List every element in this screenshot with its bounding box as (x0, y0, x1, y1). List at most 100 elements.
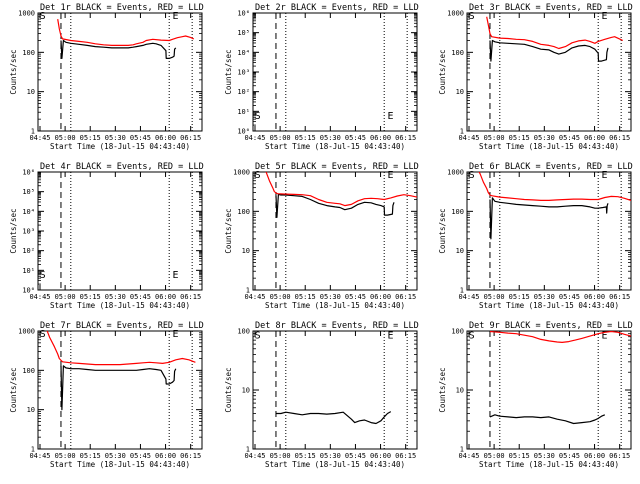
x-tick-label: 05:00 (484, 293, 505, 301)
x-tick-label: 05:15 (295, 134, 316, 142)
x-axis-label: Start Time (18-Jul-15 04:43:40) (50, 301, 190, 310)
x-tick-label: 06:15 (609, 452, 630, 460)
plot-frame (37, 330, 203, 450)
series-group (57, 19, 195, 60)
x-tick-label: 05:30 (105, 293, 126, 301)
x-tick-label: 05:15 (80, 293, 101, 301)
y-tick-label: 10⁴ (237, 49, 250, 57)
y-tick-label: 100 (22, 367, 35, 375)
start-marker: S (255, 111, 261, 122)
x-axis-label: Start Time (18-Jul-15 04:43:40) (50, 460, 190, 469)
x-tick-label: 05:00 (270, 293, 291, 301)
x-tick-label: 04:45 (244, 452, 265, 460)
panel-det-2r: Det 2r BLACK = Events, RED = LLD 04:45 05:… (224, 3, 419, 151)
events-series-line (276, 411, 392, 425)
panel-det-7r: Det 7r BLACK = Events, RED = LLD 04:45 05:… (9, 321, 204, 469)
y-tick-label: 1 (31, 128, 35, 136)
x-axis-label: Start Time (18-Jul-15 04:43:40) (265, 142, 405, 151)
x-tick-label: 05:45 (130, 452, 151, 460)
x-tick-label: 05:30 (534, 293, 555, 301)
y-tick-label: 1 (246, 287, 250, 295)
y-tick-label: 1000 (447, 10, 464, 18)
end-marker: E (172, 11, 178, 22)
x-axis-label: Start Time (18-Jul-15 04:43:40) (50, 142, 190, 151)
y-tick-label: 1000 (18, 10, 35, 18)
x-tick-label: 06:00 (370, 293, 391, 301)
end-marker: E (601, 11, 607, 22)
x-tick-label: 05:00 (484, 134, 505, 142)
y-tick-label: 10 (242, 247, 250, 255)
x-tick-label: 04:45 (458, 452, 479, 460)
y-tick-label: 100 (237, 328, 250, 336)
panel-det-9r: Det 9r BLACK = Events, RED = LLD 04:45 05:… (438, 321, 633, 469)
series-group (478, 172, 631, 240)
x-tick-label: 05:45 (559, 293, 580, 301)
events-series-line (60, 39, 177, 60)
y-tick-label: 100 (22, 49, 35, 57)
y-tick-label: 1 (460, 128, 464, 136)
y-tick-label: 10 (456, 387, 464, 395)
y-tick-label: 10¹ (237, 108, 250, 116)
x-tick-label: 05:30 (320, 293, 341, 301)
x-tick-label: 06:15 (180, 452, 201, 460)
x-tick-label: 06:00 (584, 134, 605, 142)
panel-det-3r: Det 3r BLACK = Events, RED = LLD 04:45 05:… (438, 3, 633, 151)
x-tick-label: 04:45 (244, 134, 265, 142)
x-tick-label: 04:45 (29, 452, 50, 460)
y-axis-label: Counts/sec (438, 367, 447, 412)
series-group (46, 331, 196, 411)
x-tick-label: 05:30 (534, 452, 555, 460)
y-tick-label: 10 (456, 247, 464, 255)
y-tick-label: 10 (27, 406, 35, 414)
events-series-line (489, 197, 609, 240)
x-tick-label: 04:45 (458, 134, 479, 142)
x-tick-label: 05:45 (345, 452, 366, 460)
x-tick-label: 06:00 (155, 134, 176, 142)
panel-title: Det 9r BLACK = Events, RED = LLD (469, 321, 633, 331)
series-group (486, 16, 624, 62)
x-tick-label: 05:30 (105, 134, 126, 142)
start-marker: S (469, 170, 475, 181)
x-tick-label: 06:15 (395, 134, 416, 142)
end-marker: E (387, 111, 393, 122)
start-marker: S (40, 270, 46, 281)
x-axis-label: Start Time (18-Jul-15 04:43:40) (265, 301, 405, 310)
plot-frame (252, 171, 418, 291)
start-marker: S (255, 170, 261, 181)
y-tick-label: 100 (451, 328, 464, 336)
end-marker: E (387, 170, 393, 181)
x-axis-label: Start Time (18-Jul-15 04:43:40) (479, 460, 619, 469)
panel-det-8r: Det 8r BLACK = Events, RED = LLD 04:45 05:… (224, 321, 419, 469)
start-marker: S (255, 330, 261, 341)
series-group (265, 172, 417, 218)
x-axis-label: Start Time (18-Jul-15 04:43:40) (479, 142, 619, 151)
y-tick-label: 10³ (237, 69, 250, 77)
x-tick-label: 06:00 (584, 293, 605, 301)
y-axis-label: Counts/sec (224, 208, 233, 253)
x-tick-label: 06:00 (370, 134, 391, 142)
x-tick-label: 05:45 (559, 134, 580, 142)
x-tick-label: 06:00 (370, 452, 391, 460)
series-group (489, 331, 631, 425)
x-tick-label: 05:00 (55, 452, 76, 460)
x-tick-label: 05:30 (105, 452, 126, 460)
x-tick-label: 05:00 (270, 452, 291, 460)
end-marker: E (172, 270, 178, 281)
y-tick-label: 10² (22, 247, 35, 255)
plot-frame (37, 12, 203, 132)
y-tick-label: 10¹ (22, 267, 35, 275)
x-tick-label: 06:15 (395, 293, 416, 301)
y-axis-label: Counts/sec (224, 367, 233, 412)
x-tick-label: 05:00 (484, 452, 505, 460)
panel-det-4r: Det 4r BLACK = Events, RED = LLD 04:45 05:… (9, 162, 204, 310)
x-tick-label: 04:45 (29, 134, 50, 142)
x-tick-label: 06:00 (155, 293, 176, 301)
x-axis-label: Start Time (18-Jul-15 04:43:40) (265, 460, 405, 469)
end-marker: E (172, 329, 178, 340)
x-tick-label: 05:15 (80, 134, 101, 142)
y-tick-label: 1 (246, 446, 250, 454)
y-axis-label: Counts/sec (9, 367, 18, 412)
x-tick-label: 06:15 (609, 134, 630, 142)
